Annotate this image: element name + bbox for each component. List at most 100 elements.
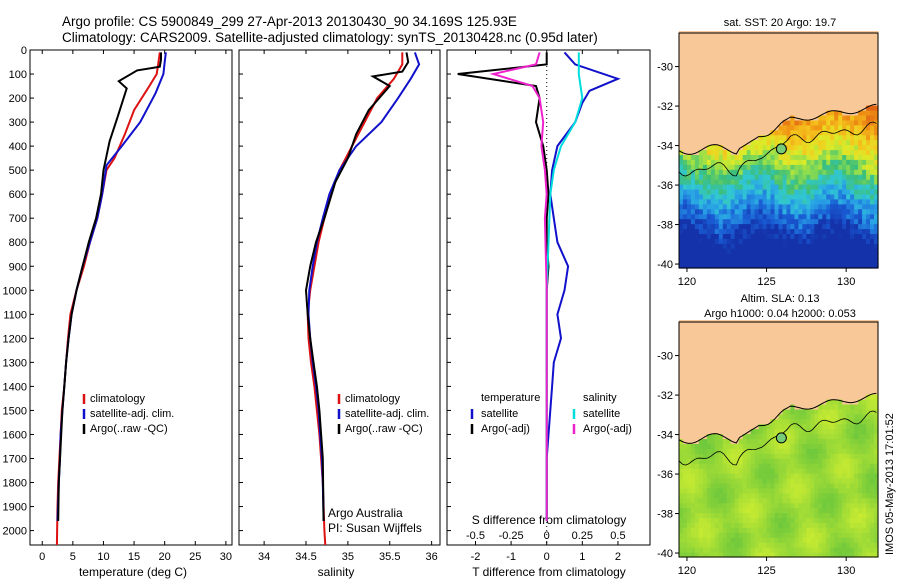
sst-map-cell	[687, 119, 692, 126]
sst-map-cell	[690, 70, 696, 76]
sla-map-cell	[770, 325, 776, 331]
sla-map-cell	[806, 478, 811, 484]
sla-map-cell	[798, 492, 803, 499]
sst-map-cell	[786, 40, 792, 47]
sla-map-cell	[734, 394, 740, 400]
sst-map-cell	[726, 90, 732, 96]
sst-map-cell	[854, 198, 859, 205]
sla-map-cell	[786, 482, 792, 489]
sla-map-cell	[758, 344, 764, 351]
sst-map-cell	[858, 164, 863, 170]
sla-map-cell	[718, 527, 724, 533]
sst-map-cell	[718, 218, 724, 225]
sst-map-cell	[830, 55, 835, 62]
sla-map-cell	[850, 473, 855, 479]
sla-map-cell	[870, 537, 875, 543]
sla-map-cell	[730, 413, 736, 420]
sst-map-cell	[710, 189, 716, 195]
sst-map-cell	[750, 70, 756, 76]
sst-map-cell	[870, 169, 875, 175]
sla-map-cell	[862, 473, 867, 479]
sla-map-cell	[814, 369, 819, 375]
sst-map-cell	[794, 258, 799, 264]
sla-map-cell	[794, 320, 799, 326]
sal-xtick-label: 34.5	[295, 551, 316, 563]
sla-map-cell	[690, 364, 696, 370]
sst-map-cell	[698, 40, 704, 47]
sst-map-cell	[750, 208, 756, 215]
sla-map-cell	[742, 497, 748, 504]
sla-map-cell	[806, 354, 811, 361]
sla-map-cell	[818, 507, 823, 514]
sla-map-cell	[874, 522, 879, 528]
sst-map-cell	[830, 65, 835, 72]
sla-map-cell	[846, 468, 851, 474]
sla-map-cell	[786, 399, 792, 405]
sla-map-cell	[683, 423, 688, 430]
sla-map-cell	[846, 320, 851, 326]
sla-map-cell	[850, 443, 855, 449]
sst-map-cell	[846, 248, 851, 254]
sst-map-cell	[794, 75, 799, 81]
sla-map-cell	[766, 394, 772, 400]
sst-map-cell	[854, 228, 859, 234]
sst-map-cell	[766, 223, 772, 230]
sst-map-cell	[742, 193, 748, 200]
sst-map-cell	[702, 90, 708, 96]
sst-map-cell	[790, 198, 795, 205]
sst-map-cell	[738, 105, 744, 111]
sla-map-cell	[710, 359, 716, 365]
sst-map-cell	[710, 228, 716, 234]
sla-map-cell	[858, 438, 863, 444]
sst-map-cell	[683, 85, 688, 91]
sla-map-cell	[794, 379, 799, 385]
sla-map-cell	[822, 369, 827, 375]
sla-map-cell	[754, 339, 760, 346]
sst-map-cell	[782, 90, 788, 96]
sla-map-cell	[762, 453, 768, 459]
sst-map-cell	[722, 208, 728, 215]
sst-map-cell	[810, 90, 815, 96]
sst-map-cell	[698, 223, 704, 230]
sst-map-cell	[786, 95, 792, 101]
sst-map-cell	[690, 60, 696, 67]
sst-map-cell	[750, 110, 756, 116]
sla-map-cell	[690, 517, 696, 523]
sst-map-cell	[862, 159, 867, 165]
sla-map-cell	[754, 542, 760, 548]
sla-map-cell	[746, 329, 752, 336]
sst-map-cell	[770, 223, 776, 230]
sst-map-cell	[858, 189, 863, 195]
sla-map-cell	[774, 458, 780, 464]
sst-map-cell	[778, 36, 784, 42]
sla-map-cell	[722, 359, 728, 365]
sst-map-cell	[690, 100, 696, 106]
sla-map-cell	[742, 339, 748, 346]
sla-map-cell	[854, 354, 859, 361]
sla-map-cell	[818, 542, 823, 548]
sst-map-cell	[726, 243, 732, 249]
sst-map-cell	[814, 228, 819, 234]
sst-map-cell	[810, 85, 815, 91]
sst-map-cell	[806, 159, 811, 165]
sla-map-cell	[746, 334, 752, 341]
sla-map-cell	[754, 408, 760, 415]
sla-map-cell	[730, 482, 736, 489]
sla-map-cell	[714, 478, 720, 484]
sst-map-cell	[762, 85, 768, 91]
sla-map-cell	[687, 492, 692, 499]
sst-map-cell	[834, 90, 839, 96]
sst-map-cell	[822, 100, 827, 106]
sla-map-cell	[754, 413, 760, 420]
sst-map-cell	[679, 80, 684, 86]
sla-map-cell	[866, 320, 871, 326]
sla-map-cell	[746, 399, 752, 405]
sla-map-cell	[810, 413, 815, 420]
sla-map-cell	[687, 497, 692, 504]
sla-map-cell	[866, 542, 871, 548]
sst-map-cell	[874, 164, 879, 170]
sla-map-cell	[746, 339, 752, 346]
sla-map-cell	[790, 423, 795, 430]
sla-map-cell	[694, 339, 700, 346]
sla-map-cell	[734, 433, 740, 440]
